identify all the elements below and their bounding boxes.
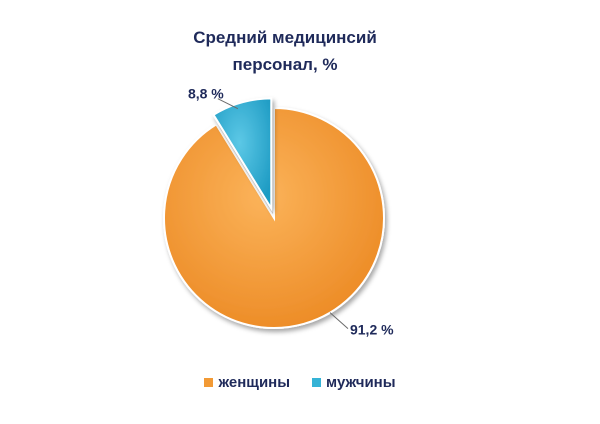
- legend: женщины мужчины: [0, 374, 600, 391]
- pie-slice-men: [212, 97, 273, 212]
- leader-line-women: [329, 312, 349, 330]
- chart-title: Средний медицинсий персонал, %: [150, 24, 420, 78]
- data-label-women: 91,2 %: [350, 322, 394, 338]
- chart-title-line-2: персонал, %: [232, 55, 338, 74]
- chart-title-line-1: Средний медицинсий: [193, 28, 377, 47]
- legend-label-women: женщины: [218, 374, 291, 391]
- legend-item-women: женщины: [204, 374, 290, 391]
- leader-lines: [217, 98, 349, 330]
- data-label-men: 8,8 %: [188, 86, 224, 102]
- pie-slices: [163, 97, 386, 329]
- data-labels: 91,2 % 8,8 %: [188, 86, 394, 338]
- legend-swatch-women: [204, 378, 214, 387]
- legend-item-men: мужчины: [312, 374, 396, 391]
- legend-swatch-men: [312, 378, 322, 387]
- pie-slice-women: [163, 106, 386, 329]
- legend-label-men: мужчины: [326, 374, 396, 391]
- leader-line-men: [217, 98, 239, 110]
